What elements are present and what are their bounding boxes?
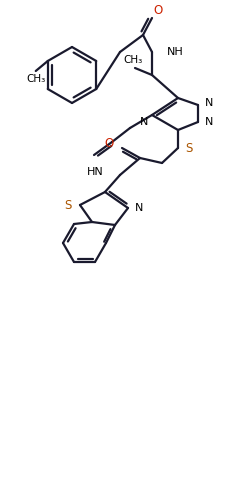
Text: CH₃: CH₃ (123, 55, 143, 65)
Text: N: N (205, 98, 213, 108)
Text: NH: NH (167, 47, 184, 57)
Text: S: S (65, 198, 72, 212)
Text: N: N (205, 117, 213, 127)
Text: N: N (140, 117, 148, 127)
Text: CH₃: CH₃ (26, 74, 45, 84)
Text: O: O (105, 136, 114, 149)
Text: N: N (135, 203, 143, 213)
Text: S: S (185, 141, 192, 155)
Text: O: O (153, 3, 163, 17)
Text: HN: HN (87, 167, 104, 177)
